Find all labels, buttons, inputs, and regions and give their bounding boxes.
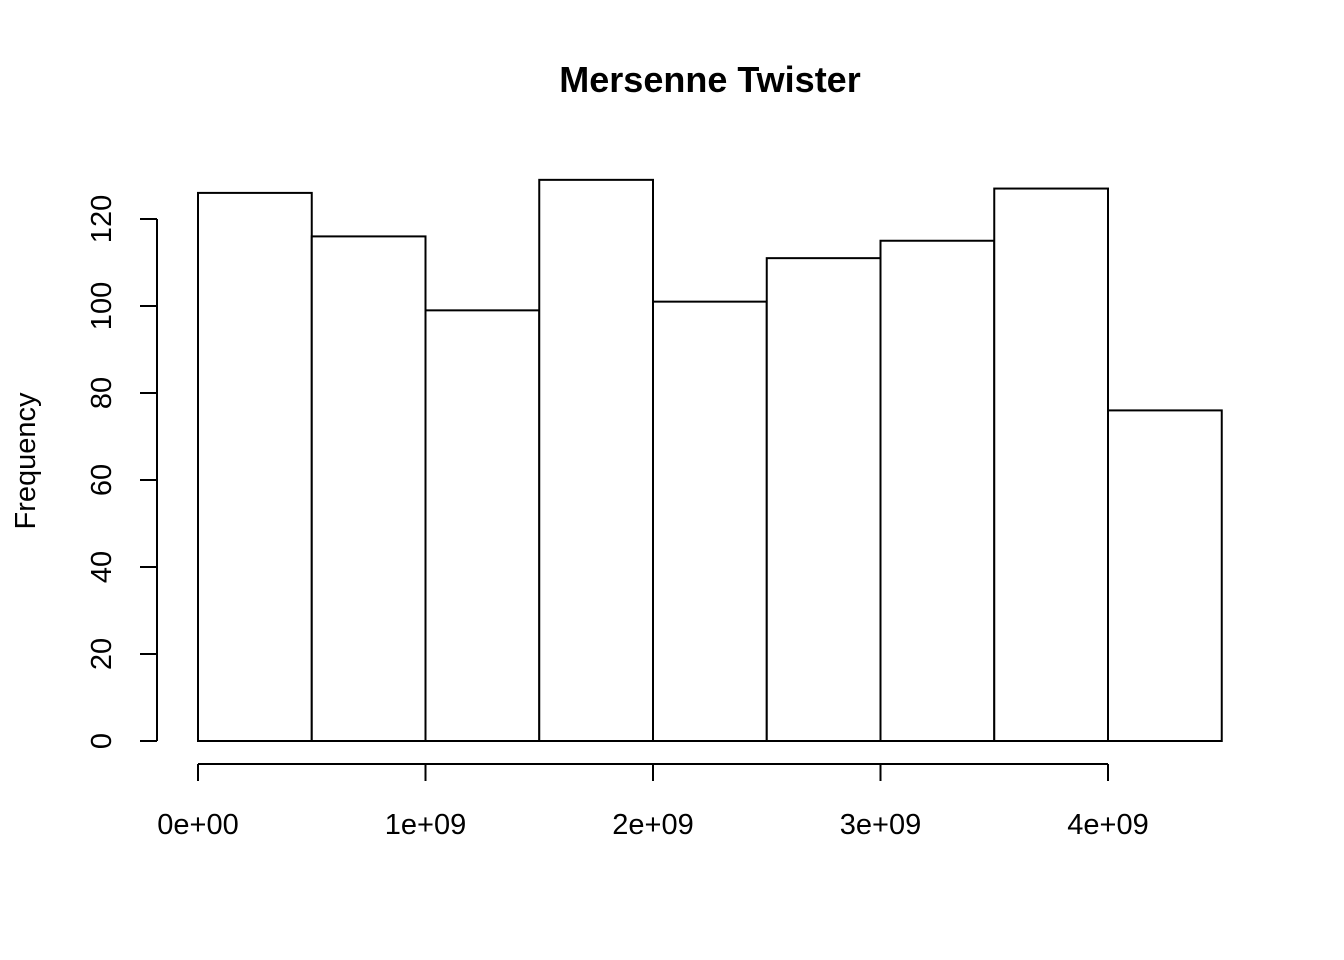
histogram-bar xyxy=(879,239,996,742)
histogram-bar xyxy=(310,235,427,742)
y-axis: 0 20 40 60 80 100 120 xyxy=(86,195,158,749)
bars-group xyxy=(197,178,1223,743)
histogram-bar xyxy=(1107,409,1223,742)
histogram-bar xyxy=(652,300,768,742)
histogram-bar xyxy=(424,309,541,742)
histogram-bar xyxy=(993,187,1109,743)
x-tick-label: 2e+09 xyxy=(612,809,693,841)
x-tick-label: 0e+00 xyxy=(157,809,238,841)
x-tick-label: 1e+09 xyxy=(385,809,466,841)
y-tick-label: 80 xyxy=(86,377,118,409)
y-axis-label: Frequency xyxy=(10,392,42,530)
x-tick-label: 4e+09 xyxy=(1067,809,1148,841)
y-tick-label: 100 xyxy=(86,282,118,330)
x-tick-label: 3e+09 xyxy=(840,809,921,841)
y-tick-label: 120 xyxy=(86,195,118,243)
y-tick-label: 0 xyxy=(86,733,118,749)
x-axis: 0e+00 1e+09 2e+09 3e+09 4e+09 xyxy=(157,763,1149,841)
y-tick-label: 40 xyxy=(86,551,118,583)
chart-title: Mersenne Twister xyxy=(559,59,860,100)
y-tick-label: 20 xyxy=(86,638,118,670)
histogram-bar xyxy=(197,191,313,742)
y-tick-label: 60 xyxy=(86,464,118,496)
histogram-bar xyxy=(538,178,654,743)
histogram-bar xyxy=(765,257,882,742)
